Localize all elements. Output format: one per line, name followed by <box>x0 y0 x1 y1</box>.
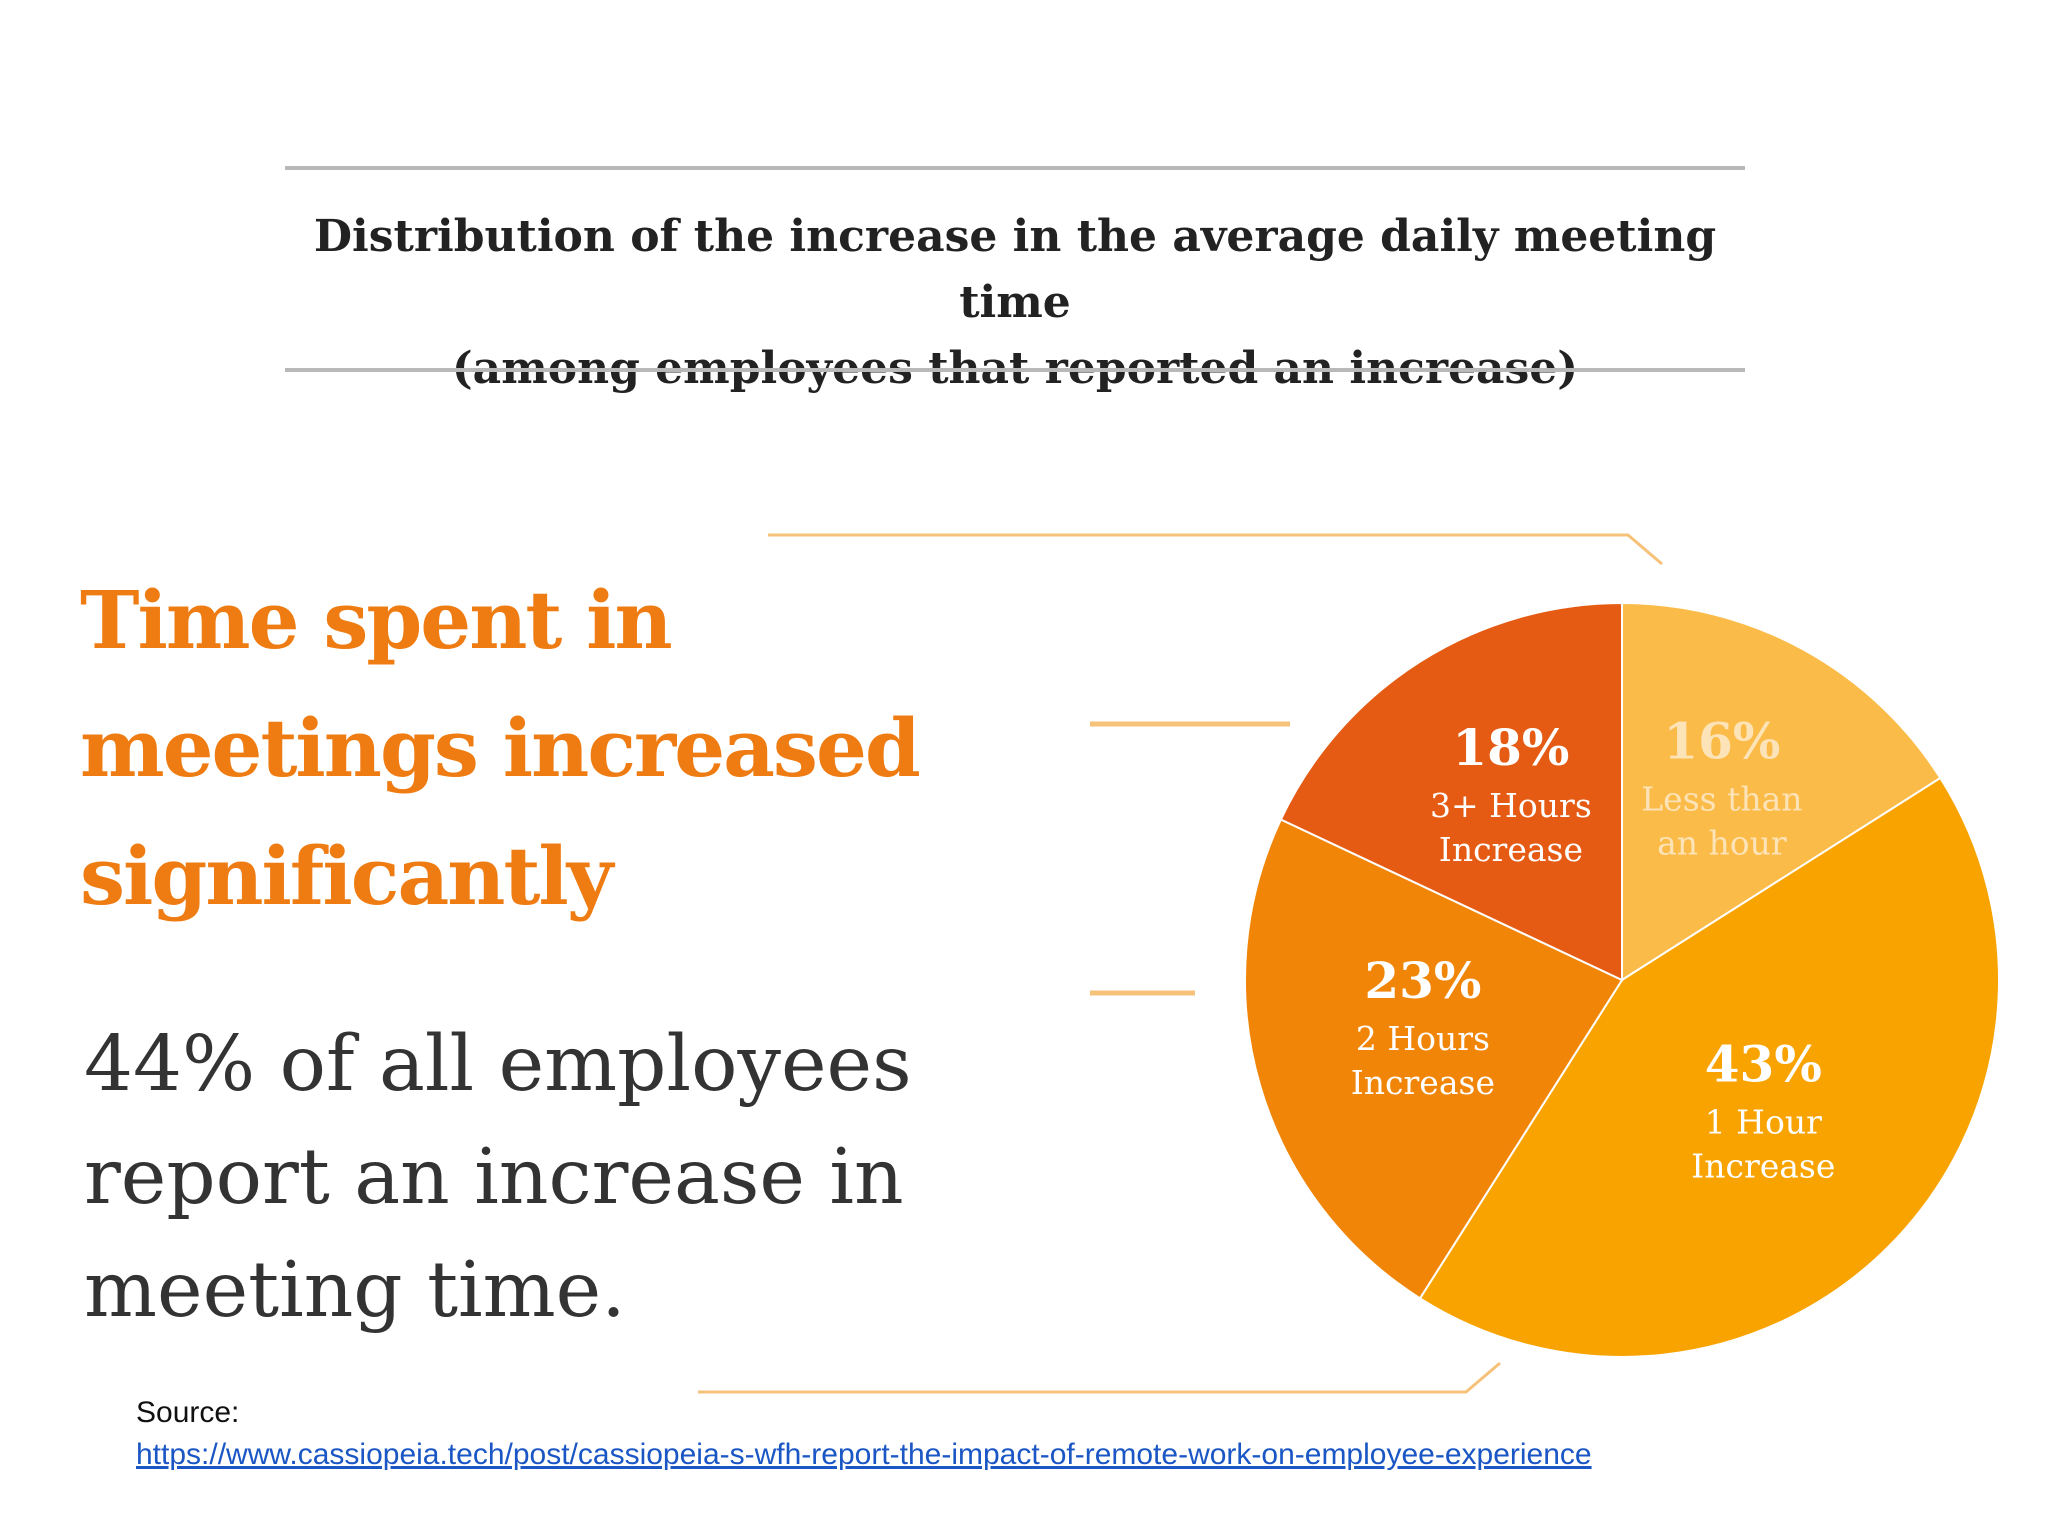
decor-line-bottom <box>698 1361 1501 1394</box>
source-block: Source: https://www.cassiopeia.tech/post… <box>136 1392 1592 1476</box>
slice-category-label: Increase <box>1439 830 1583 869</box>
source-link[interactable]: https://www.cassiopeia.tech/post/cassiop… <box>136 1438 1592 1471</box>
decorative-lines <box>698 533 1663 1394</box>
title-rule-top <box>285 166 1745 170</box>
slice-percent-label: 23% <box>1364 951 1481 1010</box>
pie-slice-1 <box>1621 601 1942 982</box>
slice-category-label: 2 Hours <box>1356 1019 1490 1058</box>
source-label: Source: <box>136 1396 240 1429</box>
slice-category-label: Less than <box>1641 779 1802 818</box>
headline: Time spent in meetings increased signifi… <box>80 556 1080 940</box>
chart-title-line-1: Distribution of the increase in the aver… <box>313 211 1717 328</box>
slice-percent-label: 16% <box>1663 711 1780 770</box>
slice-category-label: Increase <box>1691 1146 1835 1185</box>
slice-category-label: an hour <box>1657 823 1787 862</box>
headline-line-1: Time spent in <box>80 573 673 667</box>
summary-line-3: meeting time. <box>84 1246 626 1335</box>
slice-percent-label: 43% <box>1705 1034 1822 1093</box>
slice-percent-label: 18% <box>1452 718 1569 777</box>
summary-line-1: 44% of all employees <box>84 1020 912 1109</box>
summary-line-2: report an increase in <box>84 1133 904 1222</box>
summary-text: 44% of all employees report an increase … <box>84 1008 1084 1347</box>
slice-category-label: Increase <box>1351 1063 1495 1102</box>
decor-line-top <box>768 533 1663 566</box>
slice-category-label: 1 Hour <box>1705 1102 1822 1141</box>
pie-slice-labels: 16% Less than an hour 43% 1 Hour Increase 23% 2… <box>1351 711 1836 1185</box>
title-rule-bottom <box>285 368 1745 372</box>
pie-slice-3 <box>1244 818 1624 1300</box>
headline-line-2: meetings increased <box>80 701 921 795</box>
pie-slice-2 <box>1418 776 2000 1358</box>
pie-slices <box>1244 601 2000 1358</box>
headline-line-3: significantly <box>80 829 613 923</box>
pie-slice-4 <box>1279 601 1623 982</box>
slice-category-label: 3+ Hours <box>1430 786 1592 825</box>
